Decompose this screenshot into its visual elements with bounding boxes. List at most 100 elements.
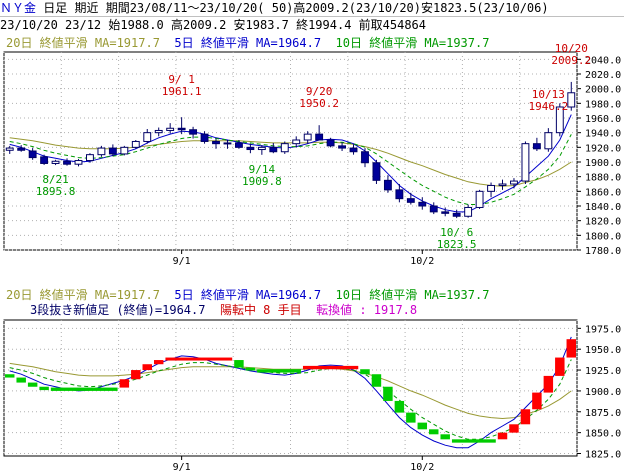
annotation-date: 8/21 [42, 173, 69, 186]
annotation-date: 10/20 [555, 42, 588, 55]
bottom-legend-line-1: 20日 終値平滑 MA=1917.7 5日 終値平滑 MA=1964.7 10日… [6, 288, 489, 302]
new-price-bar-value: 3段抜き新値足 (終値)=1964.7 [30, 303, 206, 317]
candle-down [395, 189, 404, 200]
candle-up [280, 143, 289, 153]
new-price-box-up [165, 357, 233, 361]
candle-up [74, 160, 83, 165]
new-price-box-up [566, 339, 576, 358]
bottom-legend-ma5: 5日 終値平滑 MA=1964.7 [174, 288, 322, 302]
candle-up [223, 142, 232, 145]
annotation-value: 1909.8 [242, 175, 282, 188]
candle-up [498, 183, 507, 186]
y-tick-label: 2020.0 [585, 70, 621, 81]
candle-up [464, 206, 473, 217]
new-price-box-down [371, 374, 382, 387]
y-tick-label: 1820.0 [585, 217, 621, 228]
candle-down [452, 212, 461, 217]
new-price-box-up [532, 392, 542, 410]
step-count: 8 手目 [255, 303, 302, 317]
candle-down [200, 133, 209, 142]
new-price-box-up [153, 360, 164, 365]
legend-ma10: 10日 終値平滑 MA=1937.7 [335, 36, 490, 50]
candle-up [510, 180, 518, 185]
bottom-legend-ma20: 20日 終値平滑 MA=1917.7 [6, 288, 160, 302]
annotation-value: 1946.2 [528, 100, 568, 113]
y-tick-label: 1960.0 [585, 114, 621, 125]
candle-down [40, 156, 49, 164]
y-tick-label: 1920.0 [585, 143, 621, 154]
y-tick-label: 1875.0 [585, 408, 621, 419]
new-price-box-down [50, 387, 118, 391]
new-price-box-down [429, 429, 439, 435]
annotation-date: 10/13 [532, 88, 565, 101]
x-tick-label: 10/2 [410, 462, 434, 473]
candle-down [17, 147, 26, 151]
new-price-box-down [383, 386, 393, 401]
new-price-box-down [234, 360, 244, 368]
candle-down [429, 205, 438, 213]
new-price-box-down [27, 382, 38, 387]
new-price-box-down [451, 439, 496, 443]
y-tick-label: 1940.0 [585, 129, 621, 140]
new-price-box-up [555, 357, 565, 376]
candle-down [418, 201, 427, 207]
candle-down [532, 143, 541, 150]
period-summary: 日足 期近 期間23/08/11～23/10/20( 50)高2009.2(23… [36, 1, 549, 15]
legend-ma20: 20日 終値平滑 MA=1917.7 [6, 36, 160, 50]
candle-down [269, 146, 278, 153]
new-price-box-down [360, 369, 370, 375]
ma10-line [9, 359, 572, 440]
candle-up [521, 143, 530, 182]
candle-down [63, 160, 71, 165]
ticker-label: ＮＹ金 [0, 1, 37, 15]
new-price-box-up [131, 370, 141, 380]
y-tick-label: 1825.0 [585, 449, 621, 460]
new-price-box-up [543, 375, 554, 393]
candlestick-panel: 2040.0 2020.0 2000.0 1980.0 1960.0 1940.0 1920… [3, 42, 621, 267]
candle-up [51, 160, 60, 164]
candle-down [28, 150, 37, 159]
header-line-2: 23/10/20 23/12 始1988.0 高2009.2 安1983.7 終… [0, 16, 624, 33]
candle-up [303, 133, 312, 141]
candle-down [246, 146, 255, 151]
candle-up [257, 146, 266, 151]
candle-down [212, 140, 220, 145]
new-price-box-up [520, 409, 531, 425]
candle-up [154, 129, 163, 134]
top-legend: 20日 終値平滑 MA=1917.7 5日 終値平滑 MA=1964.7 10日… [6, 36, 489, 50]
candle-up [86, 154, 94, 162]
ma20-line [9, 362, 572, 420]
annotation-date: 9/14 [249, 163, 276, 176]
trend-status: 陽転中 [219, 303, 256, 317]
new-price-box-up [119, 379, 130, 388]
annotation-date: 10/ 6 [440, 226, 473, 239]
x-tick-label: 9/1 [173, 256, 191, 267]
y-tick-label: 1980.0 [585, 99, 621, 110]
annotation-date: 9/ 1 [168, 73, 195, 86]
y-tick-label: 1850.0 [585, 429, 621, 440]
candle-down [441, 211, 450, 214]
latest-bar-summary: 23/10/20 23/12 始1988.0 高2009.2 安1983.7 終… [0, 18, 427, 32]
candle-down [372, 162, 381, 181]
annotation-value: 2009.2 [551, 54, 591, 67]
annotation-date: 9/20 [306, 85, 333, 98]
candle-up [544, 132, 553, 150]
x-tick-label: 10/2 [410, 256, 434, 267]
new-price-box-down [417, 422, 428, 430]
annotation-value: 1961.1 [162, 85, 202, 98]
new-price-box-down [39, 386, 49, 391]
new-price-box-down [406, 412, 416, 423]
new-price-box-down [5, 374, 15, 378]
annotation-value: 1895.8 [36, 185, 76, 198]
y-tick-label: 1860.0 [585, 187, 621, 198]
annotation-value: 1823.5 [437, 238, 477, 251]
bottom-legend-ma10: 10日 終値平滑 MA=1937.7 [335, 288, 490, 302]
bottom-legend-line-2: 3段抜き新値足 (終値)=1964.7 陽転中 8 手目 転換値 : 1917.… [30, 303, 417, 317]
new-price-bar-panel: 1975.0 1950.0 1925.0 1900.0 1875.0 1850.0 1825… [3, 319, 621, 473]
candle-up [131, 140, 140, 148]
y-tick-label: 1950.0 [585, 345, 621, 356]
new-price-box-up [509, 424, 519, 433]
y-tick-label: 1840.0 [585, 202, 621, 213]
candle-down [189, 129, 198, 135]
